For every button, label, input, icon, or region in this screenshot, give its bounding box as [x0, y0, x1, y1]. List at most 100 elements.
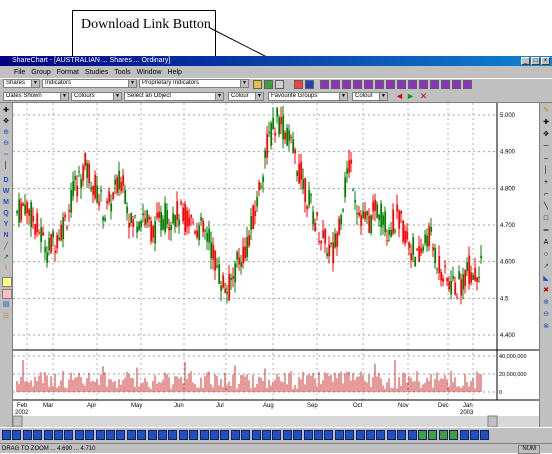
stock-chart[interactable]: 5.000 4.900 4.800 4.700 4.600 4.5 4.400 40,000,… [13, 103, 539, 427]
chart-type-4-icon[interactable] [353, 80, 362, 89]
group-combo[interactable]: Shares ▼ [3, 79, 40, 88]
bottom-tool-icon[interactable] [386, 430, 396, 440]
hline-icon[interactable]: ─ [543, 143, 549, 150]
pointer-icon[interactable]: │ [3, 162, 9, 169]
chart-type-6-icon[interactable] [375, 80, 384, 89]
channel-icon[interactable]: ═ [543, 227, 549, 234]
bottom-tool-icon[interactable] [355, 430, 365, 440]
colour-combo-2[interactable]: Colour ▼ [352, 92, 388, 101]
zoom-out-icon[interactable]: ⊖ [3, 140, 9, 147]
edit-icon[interactable]: ✎ [543, 107, 549, 114]
chart-type-13-icon[interactable] [452, 80, 461, 89]
stop-icon[interactable]: ✕ [419, 91, 428, 101]
trend-icon[interactable]: ↗ [3, 254, 9, 261]
bottom-tool-icon[interactable] [22, 430, 32, 440]
indicators-combo[interactable]: Indicators ▼ [42, 79, 137, 88]
bottom-tool-icon[interactable] [449, 430, 459, 440]
bottom-tool-icon[interactable] [376, 430, 386, 440]
colours-combo[interactable]: Colours ▼ [71, 92, 122, 101]
bottom-tool-icon[interactable] [85, 430, 95, 440]
list-icon[interactable]: ☰ [2, 313, 10, 320]
dropdown-arrow-icon[interactable]: ▼ [60, 93, 68, 100]
line-icon[interactable]: ╲ [543, 203, 549, 210]
scroll-right-icon[interactable] [487, 415, 498, 427]
globe-icon[interactable] [264, 80, 273, 89]
gann-icon[interactable]: ◣ [543, 275, 549, 282]
bottom-tool-icon[interactable] [210, 430, 219, 440]
box-icon[interactable]: □ [543, 215, 549, 222]
bottom-tool-icon[interactable] [324, 430, 334, 440]
dropdown-arrow-icon[interactable]: ▼ [255, 93, 263, 100]
bottom-tool-icon[interactable] [407, 430, 417, 440]
bottom-tool-icon[interactable] [12, 430, 22, 440]
colour-combo-1[interactable]: Colour ▼ [228, 92, 264, 101]
dropdown-arrow-icon[interactable]: ▼ [379, 93, 387, 100]
bottom-tool-icon[interactable] [106, 430, 115, 440]
alert-icon[interactable] [2, 289, 12, 299]
bottom-tool-icon[interactable] [480, 430, 490, 440]
dropdown-arrow-icon[interactable]: ▼ [31, 80, 39, 87]
save-icon[interactable] [305, 80, 314, 89]
plus-icon[interactable]: + [543, 179, 549, 186]
bottom-tool-icon[interactable] [178, 430, 188, 440]
bottom-tool-icon[interactable] [43, 430, 53, 440]
zoom-right-out-icon[interactable]: ⊖ [543, 311, 549, 318]
bottom-tool-icon[interactable] [2, 430, 11, 440]
bottom-tool-icon[interactable] [251, 430, 261, 440]
chart-type-7-icon[interactable] [386, 80, 395, 89]
bottom-tool-icon[interactable] [272, 430, 282, 440]
bottom-tool-icon[interactable] [262, 430, 271, 440]
bottom-tool-icon[interactable] [189, 430, 199, 440]
bracket-icon[interactable]: ⌐ [543, 191, 549, 198]
dropdown-arrow-icon[interactable]: ▼ [215, 93, 223, 100]
note-icon[interactable] [2, 277, 12, 287]
bottom-tool-icon[interactable] [418, 430, 427, 440]
print-icon[interactable]: ▤ [2, 301, 10, 308]
bottom-tool-icon[interactable] [470, 430, 479, 440]
bottom-tool-icon[interactable] [303, 430, 313, 440]
bottom-tool-icon[interactable] [459, 430, 469, 440]
maximize-icon[interactable]: □ [531, 57, 540, 65]
bottom-tool-icon[interactable] [314, 430, 323, 440]
bottom-tool-icon[interactable] [54, 430, 63, 440]
chart-type-1-icon[interactable] [320, 80, 329, 89]
vline-icon[interactable]: │ [543, 167, 549, 174]
chart-type-11-icon[interactable] [430, 80, 439, 89]
menu-group[interactable]: Group [31, 68, 51, 76]
dash-icon[interactable]: – [544, 155, 548, 162]
bottom-tool-icon[interactable] [397, 430, 407, 440]
minimize-icon[interactable]: _ [521, 57, 530, 65]
bottom-tool-icon[interactable] [282, 430, 292, 440]
zoom-in-icon[interactable]: ⊕ [3, 129, 9, 136]
chart-type-8-icon[interactable] [397, 80, 406, 89]
bottom-tool-icon[interactable] [293, 430, 303, 440]
dropdown-arrow-icon[interactable]: ▼ [128, 80, 136, 87]
bottom-tool-icon[interactable] [345, 430, 355, 440]
monthly-icon[interactable]: M [3, 199, 9, 206]
dropdown-arrow-icon[interactable]: ▼ [113, 93, 121, 100]
chart-type-5-icon[interactable] [364, 80, 373, 89]
bottom-tool-icon[interactable] [230, 430, 240, 440]
period-combo[interactable]: Dates Shown ▼ [3, 92, 69, 101]
erase-icon[interactable]: ✖ [543, 287, 549, 294]
menu-help[interactable]: Help [167, 68, 182, 76]
forward-arrow-icon[interactable]: ► [406, 91, 415, 101]
bottom-tool-icon[interactable] [147, 430, 157, 440]
bottom-tool-icon[interactable] [158, 430, 167, 440]
menu-tools[interactable]: Tools [114, 68, 131, 76]
bottom-tool-icon[interactable] [33, 430, 43, 440]
close-icon[interactable]: × [541, 57, 550, 65]
move-right-icon[interactable]: ✥ [543, 131, 549, 138]
bottom-tool-icon[interactable] [168, 430, 178, 440]
bottom-tool-icon[interactable] [334, 430, 344, 440]
move-icon[interactable]: ✥ [3, 118, 9, 125]
select-object-combo[interactable]: Select an Object ▼ [124, 92, 224, 101]
proprietary-combo[interactable]: Proprietary Indicators ▼ [139, 79, 249, 88]
bottom-tool-icon[interactable] [199, 430, 209, 440]
scroll-left-icon[interactable] [13, 415, 23, 427]
bottom-tool-icon[interactable] [241, 430, 251, 440]
number-icon[interactable]: N [3, 232, 9, 239]
ellipse-icon[interactable]: ○ [543, 251, 549, 258]
dropdown-arrow-icon[interactable]: ▼ [240, 80, 248, 87]
bottom-tool-icon[interactable] [126, 430, 136, 440]
